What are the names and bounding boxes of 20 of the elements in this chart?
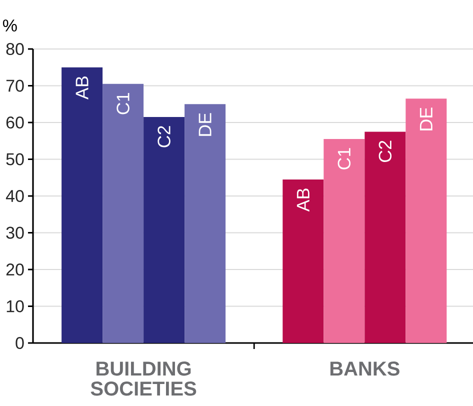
- series-label: C1: [116, 93, 130, 114]
- series-label: AB: [76, 76, 88, 100]
- text: DE: [420, 108, 432, 130]
- y-axis-title: %: [2, 20, 17, 32]
- text: C2: [158, 126, 170, 148]
- x-tick-label: BANKS: [330, 362, 400, 376]
- series-label: DE: [198, 113, 212, 136]
- text: C1: [338, 148, 351, 170]
- y-tick-label: 50: [6, 153, 24, 166]
- y-tick-label: 40: [6, 190, 24, 202]
- series-label: C2: [378, 140, 392, 162]
- x-tick-label: BUILDING SOCIETIES: [90, 362, 196, 396]
- text: AB: [296, 188, 310, 212]
- y-tick-label: 60: [6, 116, 24, 129]
- y-tick-label: 80: [6, 42, 24, 56]
- y-tick-label: 10: [6, 300, 24, 312]
- y-tick-label: 30: [6, 226, 24, 239]
- y-tick-label: 0: [16, 336, 24, 350]
- y-tick-label: 70: [6, 80, 24, 92]
- y-tick-label: 20: [6, 263, 24, 276]
